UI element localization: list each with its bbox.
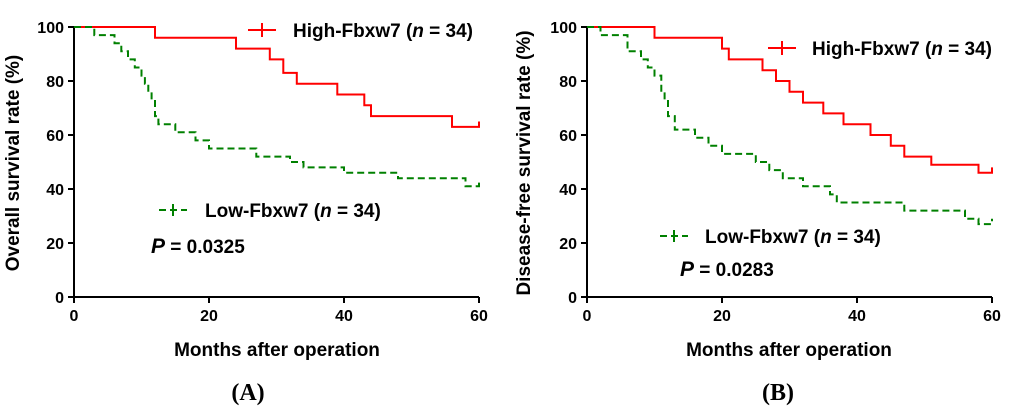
- panel-a: 0 20 40 60 80 100 0 20 40 60 Months after operati…: [3, 20, 488, 406]
- panel-a-plot-area: 0 20 40 60 80 100 0 20 40 60: [37, 20, 488, 325]
- panel-b-series-high-fbxw7-curve: [587, 26, 993, 174]
- panel-a-x-axis-title: Months after operation: [174, 340, 380, 361]
- panel-b-p-value: P = 0.0283: [680, 258, 774, 281]
- panel-b-y-axis-title: Disease-free survival rate (%): [514, 30, 535, 295]
- panel-a-p-value: P = 0.0325: [151, 235, 245, 258]
- panel-b-x-tick-label: 0: [583, 308, 592, 325]
- panel-a-y-tick-label: 60: [46, 128, 64, 145]
- panel-a-y-tick-label: 20: [46, 236, 64, 253]
- panel-a-y-tick-label: 100: [37, 20, 64, 37]
- panel-b-x-tick-label: 60: [983, 308, 1001, 325]
- panel-b-x-tick-label: 20: [713, 308, 731, 325]
- panel-b-y-tick-label: 80: [559, 74, 577, 91]
- panel-b-y-tick-label: 60: [559, 128, 577, 145]
- panel-a-series-low-fbxw7-curve: [74, 26, 480, 188]
- panel-a-y-tick-label: 80: [46, 74, 64, 91]
- panel-b-y-tick-label: 0: [568, 290, 577, 307]
- panel-a-y-tick-label: 40: [46, 182, 64, 199]
- panel-b-legend-low-label: Low-Fbxw7 (n = 34): [705, 227, 881, 248]
- panel-a-x-tick-label: 60: [470, 308, 488, 325]
- panel-a-y-tick-label: 0: [55, 290, 64, 307]
- panel-a-y-axis-title: Overall survival rate (%): [3, 55, 24, 272]
- panel-b-x-axis-title: Months after operation: [686, 340, 892, 361]
- panel-b: 0 20 40 60 80 100 0 20 40 60 Months after operati…: [514, 20, 1001, 406]
- panel-a-legend-low-label: Low-Fbxw7 (n = 34): [205, 201, 381, 222]
- panel-a-label: (A): [231, 380, 264, 406]
- panel-b-label: (B): [762, 380, 794, 406]
- panel-b-x-tick-label: 40: [848, 308, 866, 325]
- panel-b-plot-area: 0 20 40 60 80 100 0 20 40 60: [550, 20, 1001, 325]
- panel-b-y-tick-label: 20: [559, 236, 577, 253]
- panel-b-y-tick-label: 40: [559, 182, 577, 199]
- panel-b-legend-high-label: High-Fbxw7 (n = 34): [812, 39, 992, 60]
- panel-a-x-tick-label: 20: [200, 308, 218, 325]
- panel-a-series-high-fbxw7-curve: [74, 26, 480, 128]
- panel-a-x-tick-label: 0: [70, 308, 79, 325]
- panel-a-legend-high-label: High-Fbxw7 (n = 34): [293, 21, 473, 42]
- panel-b-y-tick-label: 100: [550, 20, 577, 37]
- panel-a-x-tick-label: 40: [335, 308, 353, 325]
